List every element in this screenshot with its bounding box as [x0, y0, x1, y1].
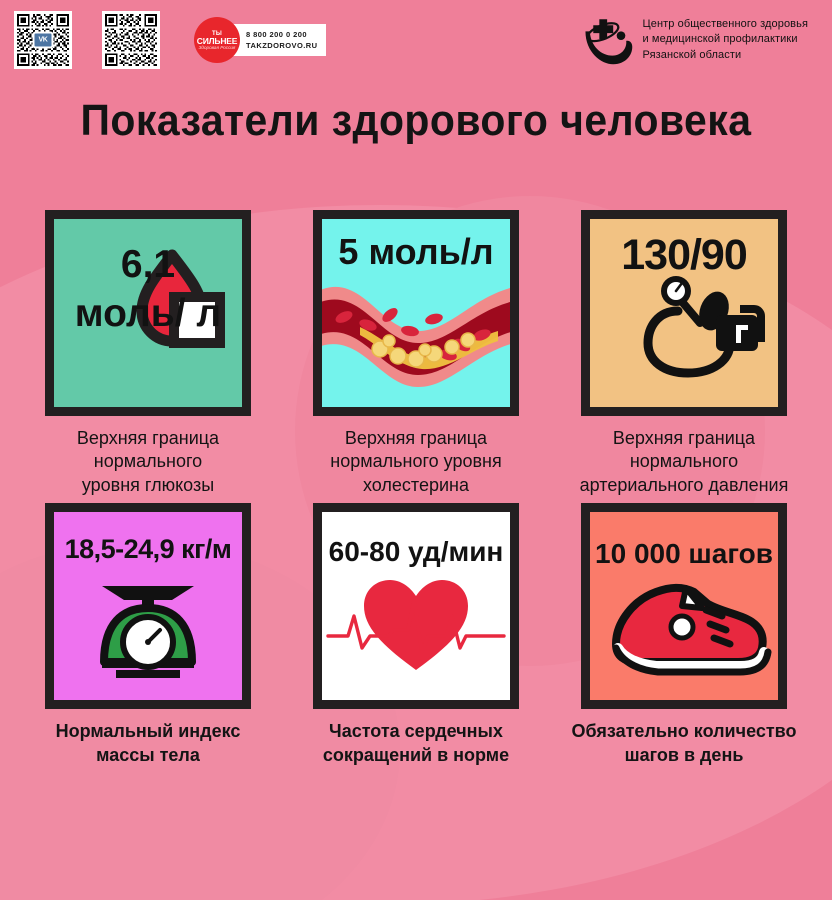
indicator-card-bmi: 18,5-24,9 кг/м Нормальный индекс массы т… — [14, 503, 282, 767]
cholesterol-caption-line-2: нормального уровня — [330, 451, 502, 472]
org-line-2: и медицинской профилактики — [642, 33, 798, 46]
bp-caption-line-1: Верхняя граница — [612, 428, 756, 448]
bp-caption-line-3: артериального давления — [579, 474, 789, 495]
header-bar: VK — [0, 0, 832, 80]
hr-caption-line-1: Частота сердечных — [329, 721, 503, 742]
qr-pattern — [105, 14, 157, 66]
hotline-phone: 8 800 200 0 200 — [246, 29, 307, 39]
heart-rate-tile[interactable]: 60-80 уд/мин — [313, 503, 519, 710]
takzdorovo-badge[interactable]: ТЫ СИЛЬНЕЕ Здоровая Россия 8 800 200 0 2… — [194, 17, 326, 63]
glucose-tile[interactable]: 6,1 моль/ л — [45, 210, 251, 416]
glucose-caption-line-2: нормального — [93, 451, 203, 472]
blood-pressure-tile[interactable]: 130/90 — [581, 210, 787, 416]
indicators-grid: 6,1 моль/ л Верхняя граница нормального … — [0, 210, 832, 767]
heart-rate-caption: Частота сердечных сокращений в норме — [323, 720, 509, 767]
cholesterol-caption-line-3: холестерина — [363, 474, 469, 495]
indicator-card-heart-rate: 60-80 уд/мин Частота сердечных сокращени… — [282, 503, 550, 767]
takzdorovo-line1: ТЫ — [212, 30, 222, 37]
bmi-caption-line-1: Нормальный индекс — [55, 721, 241, 742]
heart-rate-value: 60-80 уд/мин — [328, 536, 504, 568]
site-qr-code[interactable] — [102, 11, 160, 69]
organization-name: Центр общественного здоровья и медицинск… — [643, 17, 809, 64]
glucose-value-line1: 6,1 — [120, 243, 176, 286]
cholesterol-value: 5 моль/л — [338, 231, 494, 272]
glucose-caption: Верхняя граница нормального уровня глюко… — [77, 427, 219, 497]
indicator-card-glucose: 6,1 моль/ л Верхняя граница нормального … — [14, 210, 282, 497]
steps-caption: Обязательно количество шагов в день — [572, 720, 797, 767]
glucose-caption-line-3: уровня глюкозы — [81, 474, 215, 495]
cholesterol-caption-line-1: Верхняя граница — [344, 428, 488, 448]
bp-caption-line-2: нормального — [629, 451, 739, 472]
bmi-tile[interactable]: 18,5-24,9 кг/м — [45, 503, 251, 710]
cholesterol-caption: Верхняя граница нормального уровня холес… — [330, 427, 501, 497]
indicator-card-blood-pressure: 130/90 Верхняя граница нормального артер… — [550, 210, 818, 497]
org-line-3: Рязанской области — [642, 48, 742, 61]
health-center-emblem-icon — [584, 19, 632, 65]
org-line-1: Центр общественного здоровья — [642, 17, 808, 30]
takzdorovo-line3: Здоровая Россия — [198, 45, 236, 51]
takzdorovo-logo-circle: ТЫ СИЛЬНЕЕ Здоровая Россия — [194, 17, 240, 63]
steps-caption-line-2: шагов в день — [624, 744, 744, 765]
cholesterol-tile[interactable]: 5 моль/л — [313, 210, 519, 416]
steps-caption-line-1: Обязательно количество — [571, 721, 797, 742]
glucose-value: 6,1 моль/ л — [54, 241, 242, 339]
bmi-caption-line-2: массы тела — [96, 744, 200, 765]
takzdorovo-contact-panel: 8 800 200 0 200 TAKZDOROVO.RU — [228, 23, 326, 57]
glucose-caption-line-1: Верхняя граница — [76, 428, 220, 448]
vk-qr-code[interactable]: VK — [14, 11, 72, 69]
steps-value: 10 000 шагов — [595, 538, 773, 570]
hotline-site: TAKZDOROVO.RU — [246, 41, 318, 50]
takzdorovo-line2: СИЛЬНЕЕ — [196, 35, 238, 46]
qr-pattern — [17, 14, 69, 66]
bmi-caption: Нормальный индекс массы тела — [56, 720, 241, 767]
hr-caption-line-2: сокращений в норме — [322, 744, 510, 765]
organization-logo: Центр общественного здоровья и медицинск… — [582, 14, 819, 66]
blood-pressure-value: 130/90 — [621, 231, 748, 279]
indicator-card-steps: 10 000 шагов Обязательно количество шаго… — [550, 503, 818, 767]
steps-tile[interactable]: 10 000 шагов — [581, 503, 787, 710]
glucose-value-line2: моль/ л — [74, 291, 222, 335]
blood-pressure-caption: Верхняя граница нормального артериальног… — [580, 427, 789, 497]
page-title: Показатели здорового человека — [80, 96, 752, 145]
vk-logo-badge: VK — [32, 31, 54, 49]
indicator-card-cholesterol: 5 моль/л Верхняя граница нормального уро… — [282, 210, 550, 497]
bmi-value: 18,5-24,9 кг/м — [64, 534, 232, 565]
